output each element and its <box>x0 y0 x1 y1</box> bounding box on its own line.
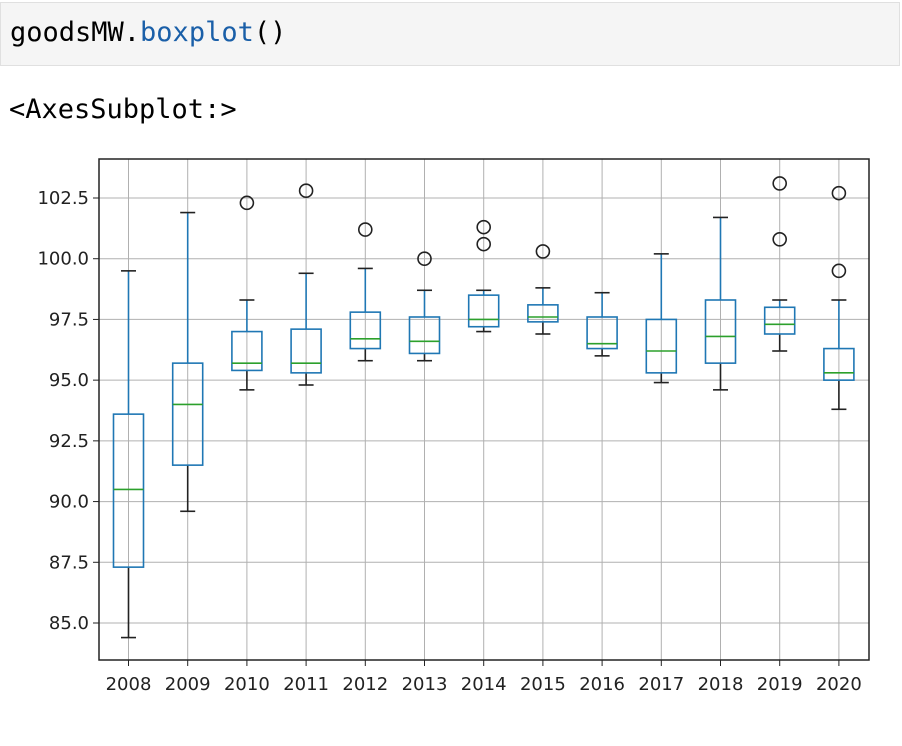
y-tick-label: 92.5 <box>49 431 89 452</box>
box-group-2014 <box>467 219 500 333</box>
y-tick-label: 97.5 <box>49 309 89 330</box>
code-parens: () <box>253 17 287 48</box>
box-group-2008 <box>112 270 145 639</box>
outlier-point <box>417 251 432 267</box>
outlier-point <box>357 222 373 237</box>
box-group-2010 <box>231 195 263 391</box>
outlier-point <box>772 231 788 247</box>
y-tick-label: 90.0 <box>49 492 89 513</box>
outlier-point <box>831 185 847 201</box>
box-iqr <box>645 318 678 374</box>
x-tick-label: 2008 <box>106 674 152 695</box>
outlier-point <box>298 183 314 199</box>
x-tick-label: 2016 <box>579 674 625 695</box>
box-group-2013 <box>408 251 441 362</box>
code-method: boxplot <box>140 17 254 48</box>
box-group-2016 <box>586 291 618 357</box>
box-iqr <box>823 347 855 381</box>
box-group-2017 <box>645 253 678 384</box>
outlier-point <box>476 219 492 235</box>
outlier-point <box>772 176 788 191</box>
x-tick-label: 2012 <box>342 674 388 695</box>
outlier-point <box>239 195 255 211</box>
box-iqr <box>586 316 618 350</box>
box-group-2012 <box>349 222 382 362</box>
box-iqr <box>290 328 322 374</box>
y-tick-label: 100.0 <box>37 249 89 270</box>
y-tick-label: 102.5 <box>37 188 89 209</box>
code-object: goodsMW. <box>10 17 141 48</box>
code-line[interactable]: goodsMW.boxplot() <box>10 17 286 48</box>
box-iqr <box>763 306 796 335</box>
box-iqr <box>704 299 737 364</box>
box-group-2018 <box>704 216 737 391</box>
x-tick-label: 2014 <box>461 674 507 695</box>
outlier-point <box>476 236 492 252</box>
box-group-2009 <box>171 211 204 513</box>
box-iqr <box>112 413 145 568</box>
x-tick-label: 2011 <box>283 674 329 695</box>
y-tick-label: 85.0 <box>49 613 89 634</box>
box-group-2015 <box>527 244 559 335</box>
code-cell[interactable]: goodsMW.boxplot() <box>0 2 900 66</box>
x-tick-label: 2009 <box>165 674 211 695</box>
box-iqr <box>171 362 204 466</box>
x-tick-label: 2020 <box>816 674 862 695</box>
output-repr: <AxesSubplot:> <box>9 94 237 125</box>
box-iqr <box>527 304 559 323</box>
box-iqr <box>349 311 382 350</box>
x-tick-label: 2018 <box>698 674 744 695</box>
y-tick-label: 95.0 <box>49 370 89 391</box>
outlier-point <box>831 263 847 279</box>
x-tick-label: 2019 <box>757 674 803 695</box>
x-tick-label: 2013 <box>402 674 448 695</box>
x-tick-label: 2017 <box>638 674 684 695</box>
outlier-point <box>535 244 551 259</box>
y-tick-label: 87.5 <box>49 552 89 573</box>
x-tick-label: 2015 <box>520 674 566 695</box>
tick-layer: 85.0 87.5 90.0 92.5 95.0 97.5 100.0 102.5 2008 20… <box>37 188 861 695</box>
box-group-2019 <box>763 176 796 352</box>
box-iqr <box>231 330 263 372</box>
box-iqr <box>467 294 500 328</box>
box-group-2011 <box>290 183 322 386</box>
box-layer <box>112 176 855 639</box>
box-group-2020 <box>823 185 855 411</box>
box-iqr <box>408 316 441 355</box>
x-tick-label: 2010 <box>224 674 270 695</box>
